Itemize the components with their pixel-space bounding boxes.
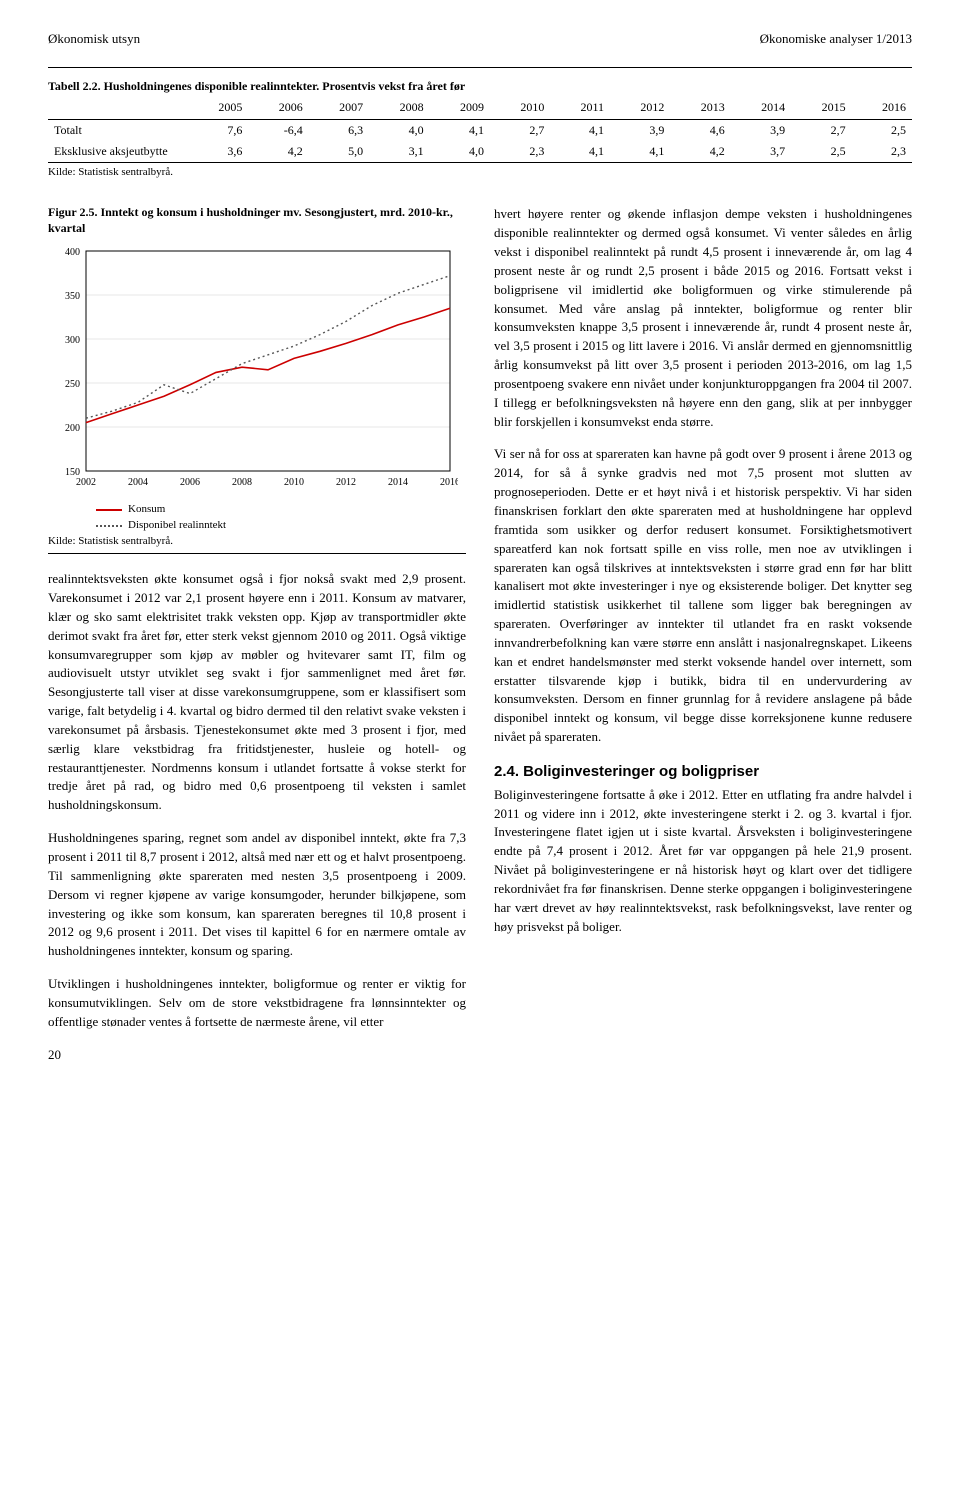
svg-text:250: 250 [65, 379, 80, 390]
table-cell: 4,1 [610, 141, 670, 163]
table-cell: 4,1 [430, 119, 490, 141]
table-cell: 2,7 [791, 119, 851, 141]
table-header-year: 2012 [610, 97, 670, 119]
table-header-year: 2014 [731, 97, 791, 119]
line-chart: 1502002503003504002002200420062008201020… [48, 243, 458, 493]
svg-text:2006: 2006 [180, 477, 200, 488]
table-header-year: 2008 [369, 97, 429, 119]
table-source: Kilde: Statistisk sentralbyrå. [48, 165, 912, 181]
table-cell: 7,6 [188, 119, 248, 141]
table-cell: -6,4 [248, 119, 308, 141]
table-caption: Tabell 2.2. Husholdningenes disponible r… [48, 78, 912, 95]
table-cell: 3,7 [731, 141, 791, 163]
table-cell: 4,0 [430, 141, 490, 163]
table-cell: 3,9 [731, 119, 791, 141]
legend-label: Konsum [128, 502, 165, 518]
table-row-label: Totalt [48, 119, 188, 141]
figure-source: Kilde: Statistisk sentralbyrå. [48, 534, 466, 554]
legend-swatch-dotted [96, 525, 122, 527]
svg-text:2008: 2008 [232, 477, 252, 488]
body-paragraph: hvert høyere renter og økende inflasjon … [494, 205, 912, 431]
figure-caption: Figur 2.5. Inntekt og konsum i husholdni… [48, 205, 466, 236]
chart-legend: Konsum Disponibel realinntekt [48, 502, 466, 534]
table-cell: 4,2 [248, 141, 308, 163]
table-cell: 3,9 [610, 119, 670, 141]
table-cell: 6,3 [309, 119, 369, 141]
body-paragraph: realinntektsveksten økte konsumet også i… [48, 570, 466, 815]
table-header-blank [48, 97, 188, 119]
table-cell: 4,6 [670, 119, 730, 141]
section-heading: 2.4. Boliginvesteringer og boligpriser [494, 761, 912, 783]
header-right: Økonomiske analyser 1/2013 [760, 30, 912, 49]
svg-text:2004: 2004 [128, 477, 148, 488]
body-paragraph: Vi ser nå for oss at spareraten kan havn… [494, 445, 912, 747]
table-header-year: 2005 [188, 97, 248, 119]
svg-text:2016: 2016 [440, 477, 458, 488]
table-header-year: 2009 [430, 97, 490, 119]
svg-text:350: 350 [65, 291, 80, 302]
table-header-year: 2010 [490, 97, 550, 119]
content-columns: Figur 2.5. Inntekt og konsum i husholdni… [48, 205, 912, 1064]
table-cell: 2,3 [852, 141, 912, 163]
table-cell: 2,5 [791, 141, 851, 163]
legend-item-disponibel: Disponibel realinntekt [96, 518, 466, 534]
table-row: Eksklusive aksjeutbytte3,64,25,03,14,02,… [48, 141, 912, 163]
table-header-year: 2006 [248, 97, 308, 119]
legend-item-konsum: Konsum [96, 502, 466, 518]
data-table: 2005200620072008200920102011201220132014… [48, 97, 912, 163]
svg-text:2010: 2010 [284, 477, 304, 488]
body-paragraph: Boliginvesteringene fortsatte å øke i 20… [494, 786, 912, 937]
chart-container: 1502002503003504002002200420062008201020… [48, 243, 466, 499]
body-paragraph: Husholdningenes sparing, regnet som ande… [48, 829, 466, 961]
page-number: 20 [48, 1046, 466, 1065]
body-paragraph: Utviklingen i husholdningenes inntekter,… [48, 975, 466, 1032]
legend-swatch-solid [96, 509, 122, 511]
figure-block: Figur 2.5. Inntekt og konsum i husholdni… [48, 205, 466, 554]
table-top-rule [48, 67, 912, 68]
left-column: Figur 2.5. Inntekt og konsum i husholdni… [48, 205, 466, 1064]
table-row: Totalt7,6-6,46,34,04,12,74,13,94,63,92,7… [48, 119, 912, 141]
table-cell: 4,2 [670, 141, 730, 163]
table-header-year: 2007 [309, 97, 369, 119]
table-cell: 2,5 [852, 119, 912, 141]
table-cell: 3,6 [188, 141, 248, 163]
table-header-year: 2016 [852, 97, 912, 119]
svg-text:200: 200 [65, 423, 80, 434]
table-cell: 5,0 [309, 141, 369, 163]
header-left: Økonomisk utsyn [48, 30, 140, 49]
legend-label: Disponibel realinntekt [128, 518, 226, 534]
table-cell: 4,1 [550, 141, 610, 163]
right-column: hvert høyere renter og økende inflasjon … [494, 205, 912, 1064]
svg-text:400: 400 [65, 247, 80, 258]
svg-text:300: 300 [65, 335, 80, 346]
page-header: Økonomisk utsyn Økonomiske analyser 1/20… [48, 30, 912, 49]
table-row-label: Eksklusive aksjeutbytte [48, 141, 188, 163]
table-cell: 2,7 [490, 119, 550, 141]
svg-text:2014: 2014 [388, 477, 408, 488]
table-cell: 2,3 [490, 141, 550, 163]
svg-text:2012: 2012 [336, 477, 356, 488]
table-cell: 4,0 [369, 119, 429, 141]
table-header-year: 2015 [791, 97, 851, 119]
svg-text:2002: 2002 [76, 477, 96, 488]
table-cell: 4,1 [550, 119, 610, 141]
table-header-year: 2013 [670, 97, 730, 119]
table-header-year: 2011 [550, 97, 610, 119]
table-cell: 3,1 [369, 141, 429, 163]
